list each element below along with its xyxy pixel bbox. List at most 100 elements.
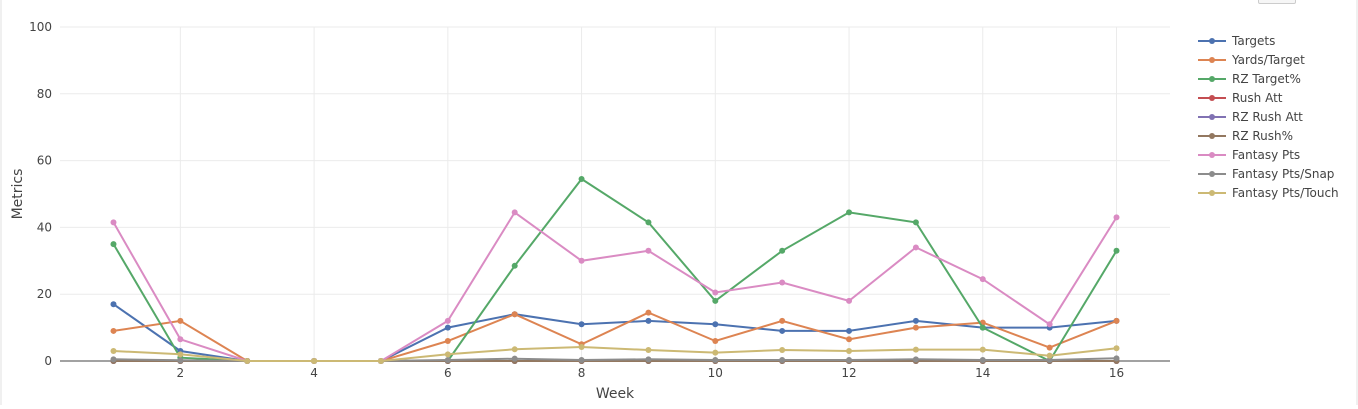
data-point — [110, 301, 117, 308]
data-point — [177, 351, 184, 358]
legend-item[interactable]: Yards/Target — [1198, 53, 1305, 67]
legend-label: Yards/Target — [1231, 53, 1305, 67]
data-point — [578, 356, 585, 363]
data-point — [578, 257, 585, 264]
data-point — [177, 336, 184, 343]
data-point — [912, 356, 919, 363]
x-axis-label: Week — [596, 386, 635, 402]
data-point — [779, 327, 786, 334]
data-point — [578, 343, 585, 350]
data-point — [110, 219, 117, 226]
data-point — [712, 337, 719, 344]
legend-item[interactable]: Fantasy Pts/Touch — [1198, 186, 1339, 200]
legend-item[interactable]: Rush Att — [1198, 91, 1283, 105]
series-lines — [110, 175, 1120, 364]
data-point — [511, 355, 518, 362]
data-point — [1046, 356, 1053, 363]
x-tick-label: 4 — [310, 366, 318, 380]
data-point — [511, 346, 518, 353]
data-point — [979, 346, 986, 353]
data-point — [444, 324, 451, 331]
data-point — [979, 324, 986, 331]
right-border — [1356, 0, 1358, 405]
data-point — [110, 347, 117, 354]
x-tick-label: 16 — [1109, 366, 1124, 380]
data-point — [846, 209, 853, 216]
legend-item[interactable]: RZ Rush Att — [1198, 110, 1303, 124]
legend-swatch-marker — [1209, 152, 1215, 158]
legend-label: RZ Rush% — [1232, 129, 1293, 143]
legend-label: RZ Target% — [1232, 72, 1301, 86]
legend-item[interactable]: Fantasy Pts — [1198, 148, 1300, 162]
series-targets — [110, 301, 1120, 364]
data-point — [578, 175, 585, 182]
x-tick-label: 10 — [708, 366, 723, 380]
data-point — [177, 357, 184, 364]
data-point — [645, 219, 652, 226]
legend: Targets Yards/Target RZ Target% Rush Att RZ … — [1198, 34, 1339, 200]
data-point — [912, 219, 919, 226]
data-point — [979, 276, 986, 283]
data-point — [1113, 355, 1120, 362]
data-point — [444, 356, 451, 363]
data-point — [578, 321, 585, 328]
legend-label: Fantasy Pts/Touch — [1232, 186, 1339, 200]
data-point — [779, 279, 786, 286]
x-tick-label: 8 — [578, 366, 586, 380]
data-point — [979, 356, 986, 363]
data-point — [712, 321, 719, 328]
data-point — [912, 317, 919, 324]
legend-label: Fantasy Pts — [1232, 148, 1300, 162]
data-point — [846, 297, 853, 304]
legend-swatch-marker — [1209, 171, 1215, 177]
data-point — [110, 356, 117, 363]
data-point — [779, 346, 786, 353]
data-point — [712, 349, 719, 356]
legend-item[interactable]: RZ Rush% — [1198, 129, 1293, 143]
legend-label: Targets — [1231, 34, 1275, 48]
x-tick-label: 14 — [975, 366, 990, 380]
data-point — [912, 324, 919, 331]
legend-swatch-marker — [1209, 76, 1215, 82]
legend-label: Rush Att — [1232, 91, 1283, 105]
data-point — [1113, 214, 1120, 221]
series-yards-target — [110, 309, 1120, 364]
data-point — [511, 209, 518, 216]
legend-swatch-marker — [1209, 38, 1215, 44]
data-point — [444, 317, 451, 324]
legend-item[interactable]: RZ Target% — [1198, 72, 1301, 86]
y-axis-label: Metrics — [10, 169, 26, 220]
toolbar-button[interactable] — [1258, 0, 1296, 4]
legend-swatch-marker — [1209, 95, 1215, 101]
data-point — [712, 289, 719, 296]
data-point — [110, 241, 117, 248]
series-fantasy-pts-touch — [110, 343, 1120, 364]
data-point — [645, 247, 652, 254]
data-point — [645, 309, 652, 316]
data-point — [846, 336, 853, 343]
data-point — [846, 327, 853, 334]
legend-item[interactable]: Fantasy Pts/Snap — [1198, 167, 1334, 181]
data-point — [1046, 321, 1053, 328]
data-point — [110, 327, 117, 334]
gridlines — [60, 26, 1170, 361]
data-point — [177, 317, 184, 324]
data-point — [1046, 352, 1053, 359]
data-point — [511, 262, 518, 269]
series-fantasy-pts-snap — [110, 355, 1120, 364]
x-tick-label: 2 — [177, 366, 185, 380]
series-fantasy-pts — [110, 209, 1120, 364]
series-line — [113, 345, 1117, 362]
y-tick-label: 0 — [44, 354, 52, 368]
data-point — [645, 346, 652, 353]
y-tick-label: 100 — [29, 20, 52, 34]
legend-item[interactable]: Targets — [1198, 34, 1275, 48]
data-point — [712, 356, 719, 363]
data-point — [779, 247, 786, 254]
series-line — [113, 311, 1117, 362]
y-tick-label: 60 — [37, 154, 52, 168]
legend-swatch-marker — [1209, 190, 1215, 196]
data-point — [712, 297, 719, 304]
